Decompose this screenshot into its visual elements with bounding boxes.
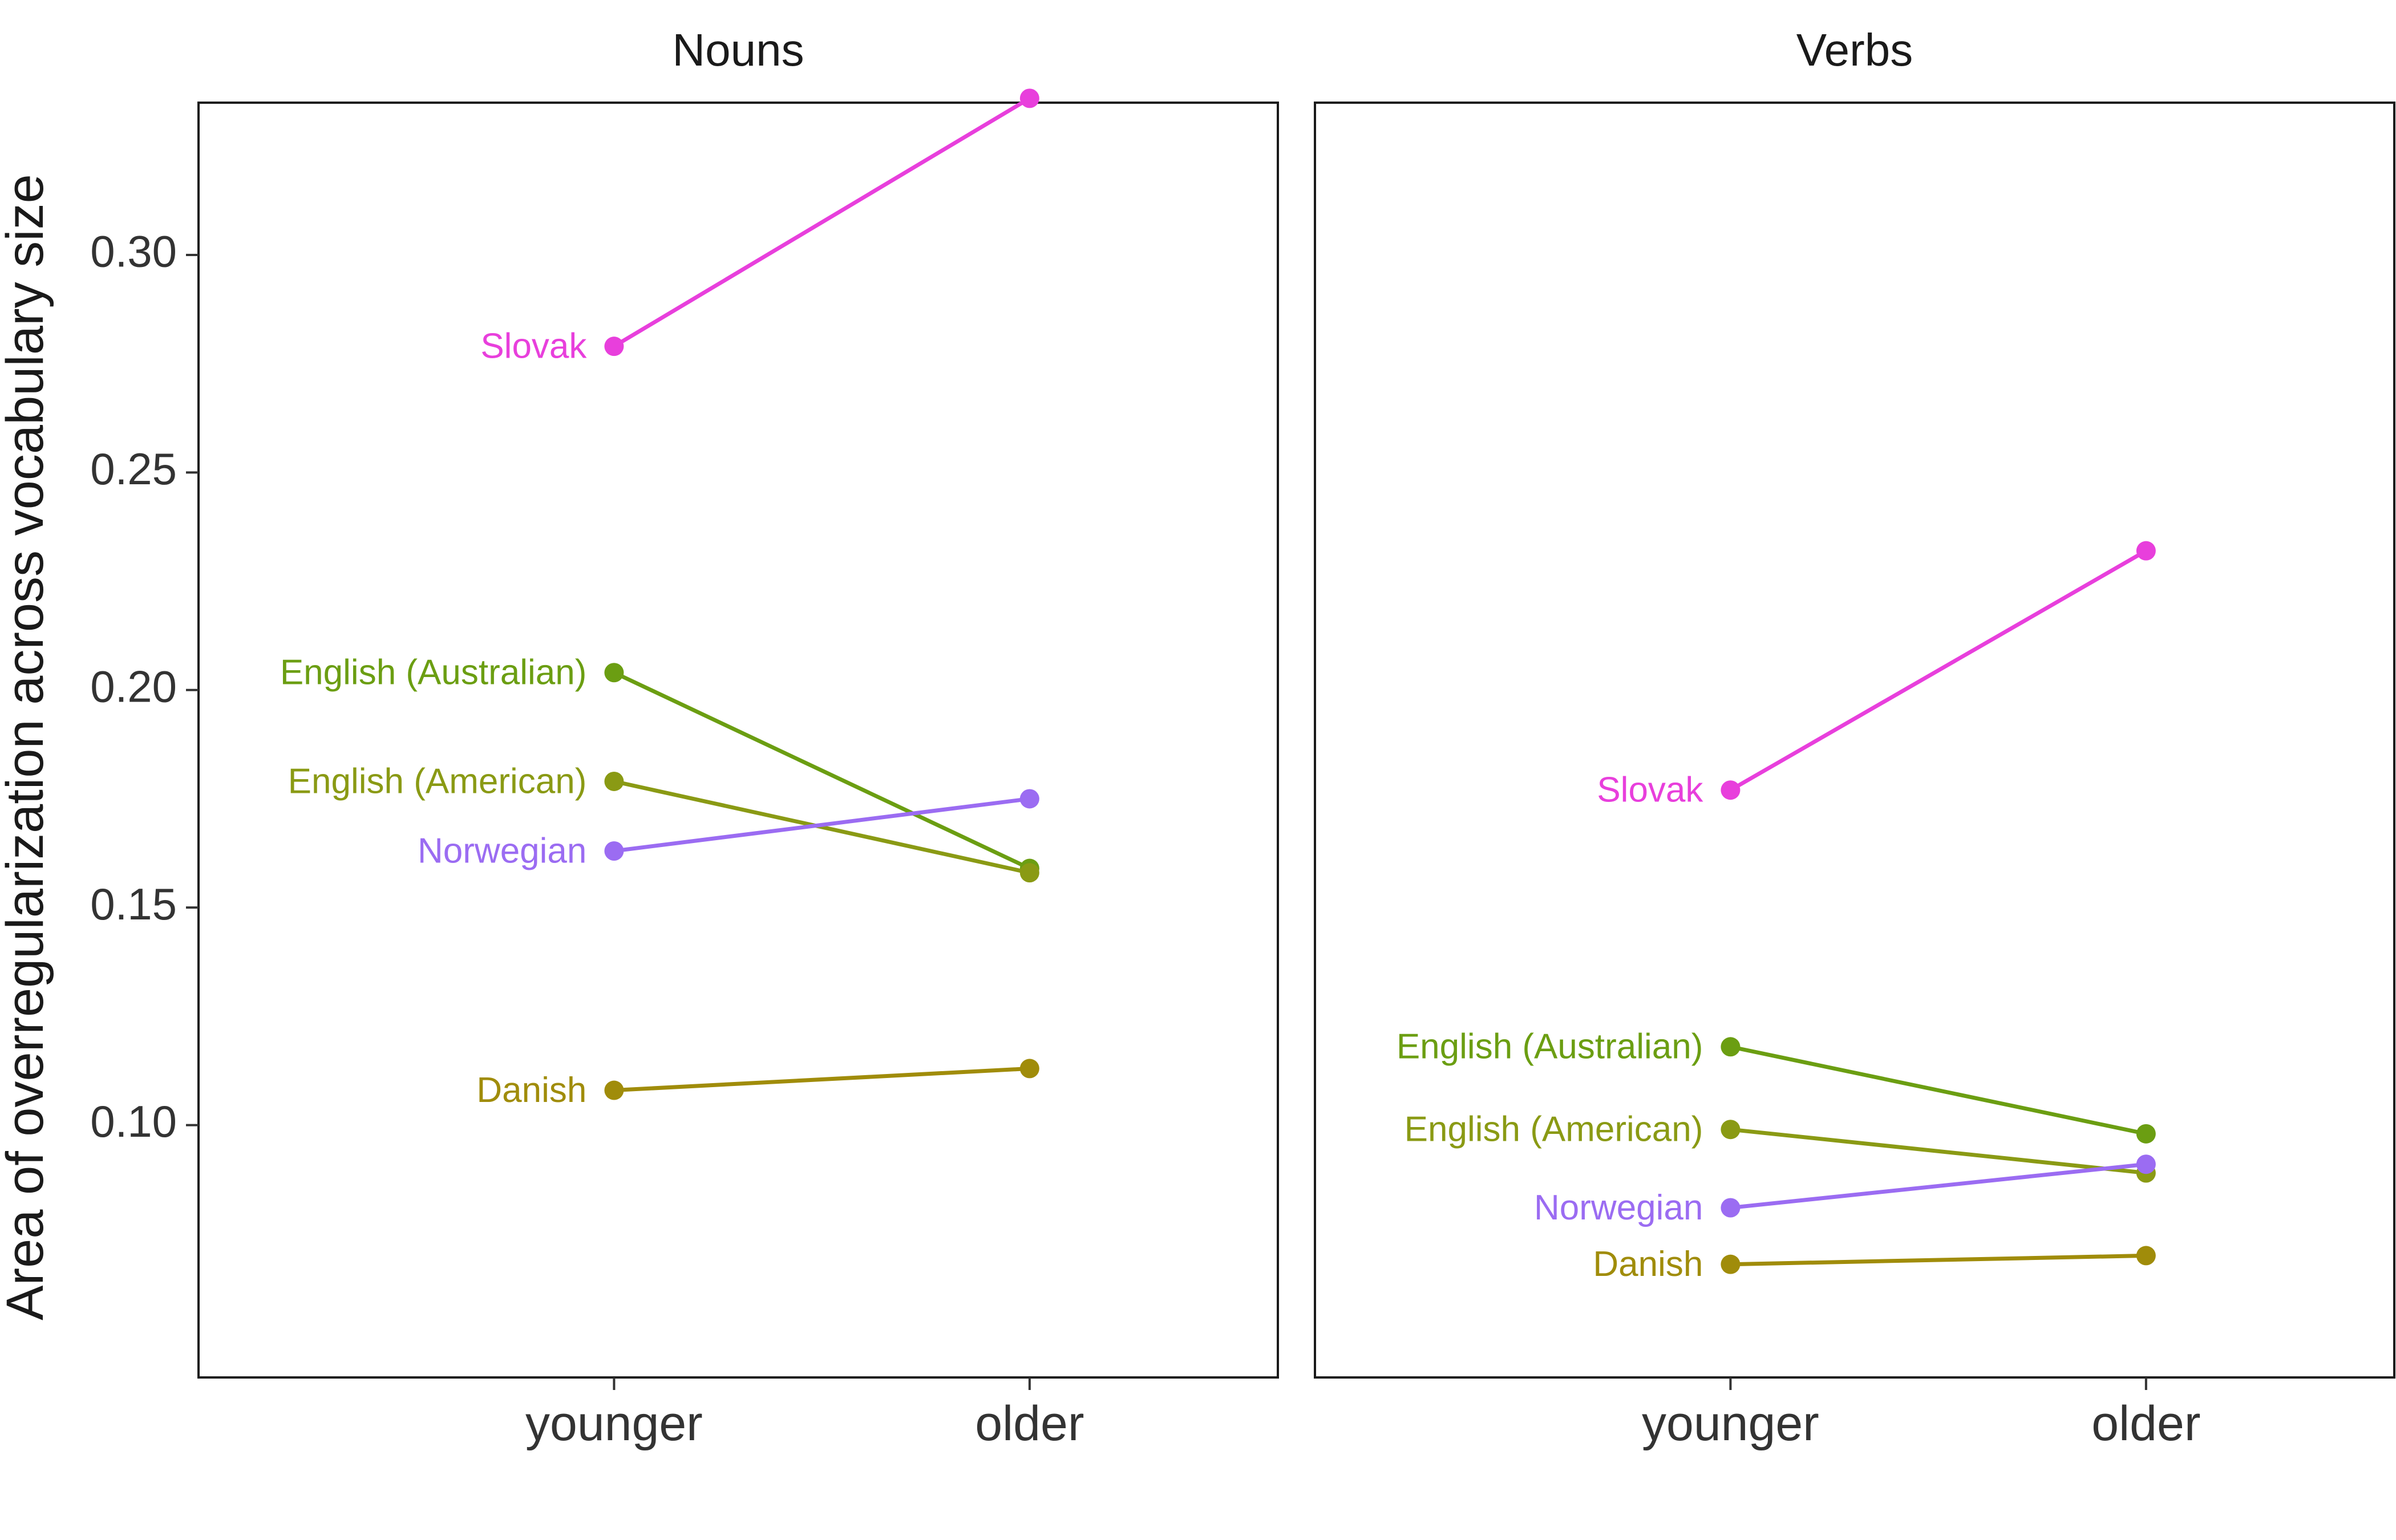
data-point-younger	[1721, 1037, 1741, 1057]
series-label: Norwegian	[1534, 1188, 1703, 1227]
series-danish: Danish	[1593, 1245, 2156, 1284]
panel-nouns: Nouns 0.10 0.15 0.20 0.25 0.30 younger older Slo…	[90, 25, 1279, 1451]
data-point-older	[2136, 1246, 2156, 1266]
x-tick-label-older: older	[975, 1396, 1084, 1451]
series-english-american: English (American)	[1405, 1110, 2156, 1183]
x-tick-label-older: older	[2091, 1396, 2200, 1451]
series-label: Danish	[1593, 1245, 1703, 1284]
data-point-older	[1019, 88, 1039, 108]
series-label: English (American)	[1405, 1110, 1703, 1149]
series-line	[614, 1066, 1030, 1093]
data-point-younger	[604, 663, 624, 683]
series-label: Norwegian	[418, 831, 586, 870]
series-norwegian: Norwegian	[418, 789, 1039, 870]
series-line	[613, 96, 1031, 348]
series-line	[613, 671, 1031, 870]
y-tick-label: 0.10	[90, 1096, 177, 1146]
data-point-younger	[604, 771, 624, 791]
panel-title: Verbs	[1796, 25, 1913, 75]
data-point-older	[2136, 1124, 2156, 1144]
x-tick-label-younger: younger	[1642, 1396, 1819, 1451]
series-line	[1730, 1253, 2146, 1267]
data-point-younger	[604, 841, 624, 861]
data-point-younger	[1721, 780, 1741, 800]
data-point-younger	[1721, 1254, 1741, 1274]
panel-frame	[1314, 102, 2395, 1379]
data-point-older	[1019, 1059, 1039, 1079]
series-line	[613, 797, 1030, 853]
series-english-american: English (American)	[288, 761, 1039, 883]
series-slovak: Slovak	[480, 88, 1039, 366]
data-point-older	[2136, 541, 2156, 561]
series-danish: Danish	[476, 1059, 1039, 1110]
data-point-younger	[604, 1080, 624, 1100]
data-point-younger	[1721, 1120, 1741, 1140]
series-norwegian: Norwegian	[1534, 1154, 2156, 1227]
panel-frame	[197, 102, 1279, 1379]
series-line	[1730, 1127, 2147, 1175]
series-slovak: Slovak	[1597, 541, 2156, 810]
series-label: English (American)	[288, 761, 587, 801]
y-tick-label: 0.30	[90, 226, 177, 277]
data-point-younger	[1721, 1198, 1741, 1218]
y-tick-label: 0.25	[90, 444, 177, 494]
data-point-older	[1019, 863, 1039, 883]
y-axis-title: Area of overregularization across vocabu…	[0, 174, 54, 1320]
series-english-australian: English (Australian)	[1397, 1027, 2156, 1144]
series-label: Slovak	[1597, 771, 1703, 810]
x-tick-label-younger: younger	[525, 1396, 703, 1451]
series-line	[1730, 1162, 2147, 1210]
y-tick-label: 0.20	[90, 661, 177, 711]
data-point-older	[2136, 1154, 2156, 1174]
series-label: English (Australian)	[1397, 1027, 1703, 1067]
panel-verbs: Verbs younger older Slovak English (Australi…	[1314, 25, 2395, 1451]
series-label: English (Australian)	[280, 653, 587, 692]
data-point-younger	[604, 337, 624, 356]
panel-title: Nouns	[672, 25, 804, 75]
data-point-older	[1019, 789, 1039, 809]
series-line	[613, 779, 1030, 875]
series-label: Danish	[476, 1071, 586, 1110]
y-tick-label: 0.15	[90, 879, 177, 929]
series-line	[1730, 1044, 2147, 1136]
series-line	[1729, 549, 2147, 792]
series-label: Slovak	[480, 327, 587, 366]
